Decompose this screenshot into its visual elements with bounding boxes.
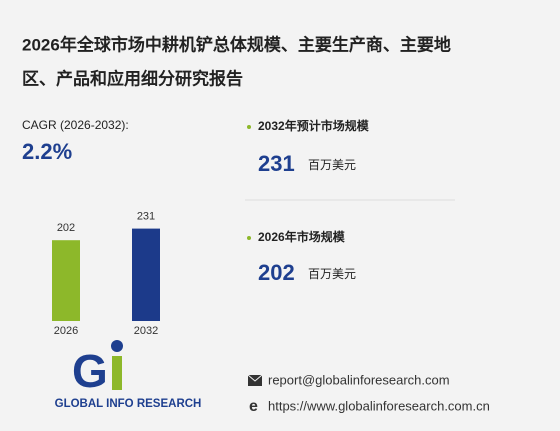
stat-value: 231 xyxy=(258,151,295,176)
logo-mark xyxy=(111,340,123,352)
stat-label: 2026年市场规模 xyxy=(258,229,346,244)
logo-mark: G xyxy=(72,345,108,397)
bar xyxy=(132,228,160,321)
web-icon: e xyxy=(249,398,258,415)
logo: G GLOBAL INFO RESEARCH xyxy=(55,340,202,410)
stat-unit: 百万美元 xyxy=(308,267,356,281)
x-tick-label: 2026 xyxy=(54,325,78,337)
bullet xyxy=(247,125,251,129)
cagr-label: CAGR (2026-2032): xyxy=(22,118,129,132)
cagr-value: 2.2% xyxy=(22,139,72,164)
cagr-period: (2026-2032): xyxy=(60,118,129,132)
bar-value: 202 xyxy=(57,222,75,234)
bullet xyxy=(247,236,251,240)
email-icon xyxy=(247,374,263,382)
stat-value: 202 xyxy=(258,260,295,285)
cagr-label: CAGR xyxy=(22,118,57,132)
email: report@globalinforesearch.com xyxy=(268,372,450,387)
bar xyxy=(52,240,80,321)
x-tick-label: 2032 xyxy=(134,325,158,337)
bar-value: 231 xyxy=(137,211,155,223)
website: https://www.globalinforesearch.com.cn xyxy=(268,398,490,413)
title-line: 2026年全球市场中耕机铲总体规模、主要生产商、主要地 xyxy=(22,34,451,54)
logo-text: GLOBAL INFO RESEARCH xyxy=(55,398,202,410)
logo-mark xyxy=(112,356,122,390)
stat-unit: 百万美元 xyxy=(308,158,356,172)
stat-label: 2032年预计市场规模 xyxy=(258,118,370,133)
title-line: 区、产品和应用细分研究报告 xyxy=(22,68,243,88)
